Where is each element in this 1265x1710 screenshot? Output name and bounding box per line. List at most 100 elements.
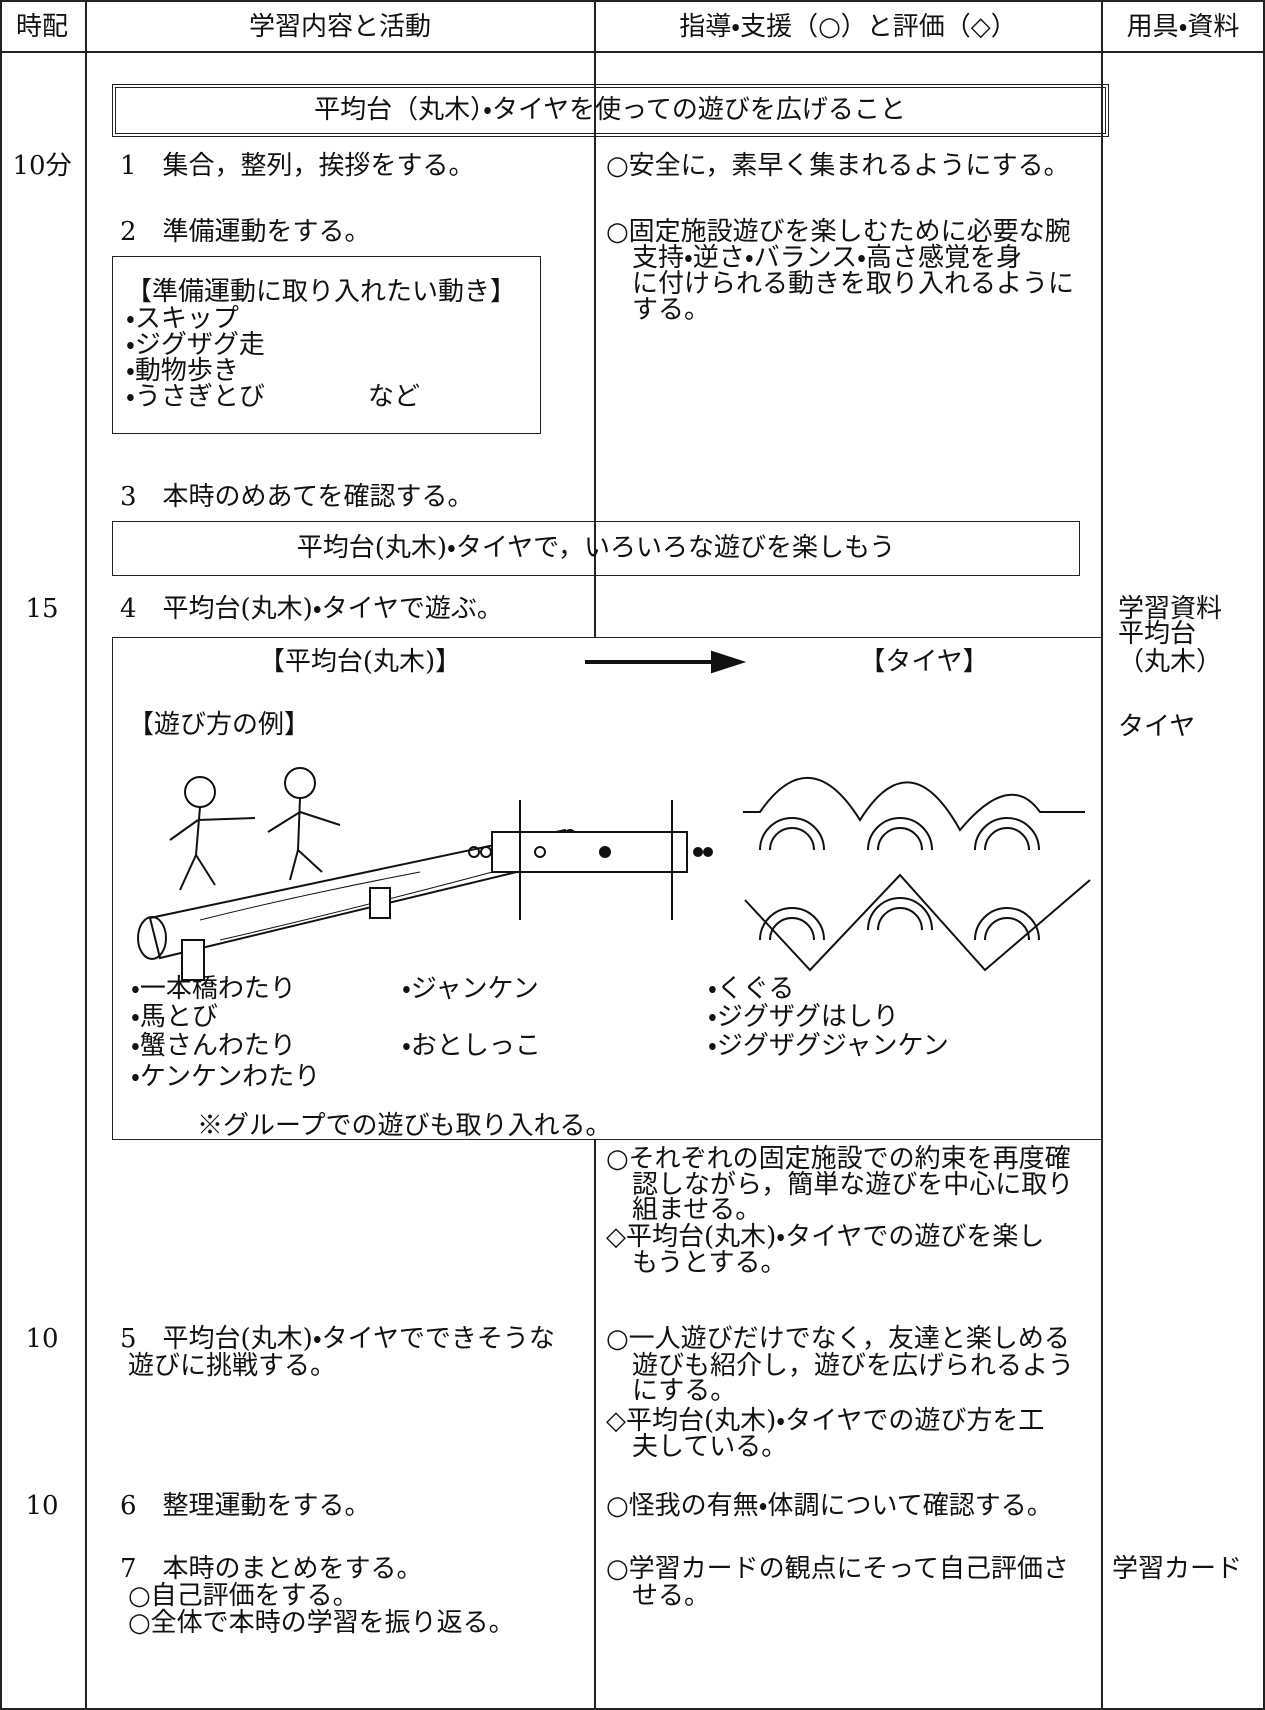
guidance: ○それぞれの固定施設での約束を再度確 <box>606 1144 1071 1174</box>
warmup-box <box>112 256 541 434</box>
guidance: にする。 <box>632 1376 737 1406</box>
drawing-stroke <box>284 767 316 799</box>
time: 10分 <box>12 151 72 181</box>
guidance: ○固定施設遊びを楽しむために必要な腕 <box>606 217 1071 247</box>
aim: 平均台(丸木)・タイヤで，いろいろな遊びを楽しもう <box>296 533 896 563</box>
guidance: に付けられる動きを取り入れるように <box>632 269 1075 299</box>
tire-diagram <box>743 776 1091 972</box>
guidance: もうとする。 <box>632 1248 787 1278</box>
rule <box>85 0 87 1710</box>
drawing-stroke <box>759 817 825 851</box>
arrow <box>585 650 747 674</box>
warmup-item: ・動物歩き <box>126 356 239 386</box>
drawing-stroke <box>867 817 933 851</box>
example-item: ・馬とび <box>131 1002 218 1032</box>
goal: 平均台（丸木）・タイヤを使っての遊びを広げること <box>314 95 906 125</box>
header-cell: 指導・支援（○）と評価（◇） <box>679 12 1017 42</box>
guidance: 遊びも紹介し，遊びを広げられるよう <box>632 1351 1075 1381</box>
guidance: ○一人遊びだけでなく，友達と楽しめる <box>606 1324 1070 1354</box>
example-item: ・ケンケンわたり <box>131 1062 321 1092</box>
rule <box>0 51 1265 53</box>
example-box <box>112 637 1103 1140</box>
guidance: ○学習カードの観点にそって自己評価さ <box>606 1554 1069 1584</box>
drawing-stroke <box>184 776 216 808</box>
drawing-stroke <box>491 831 688 873</box>
time: 10 <box>25 1324 59 1354</box>
drawing-stroke <box>711 650 747 674</box>
drawing-stroke <box>744 873 1091 972</box>
drawing-stroke <box>759 907 825 941</box>
drawing-stroke <box>867 897 933 931</box>
example-item: ・ジャンケン <box>402 974 539 1004</box>
guidance: する。 <box>632 295 711 325</box>
drawing-stroke <box>534 846 546 858</box>
drawing-stroke <box>703 847 713 857</box>
example-subtitle: 【遊び方の例】 <box>128 710 311 740</box>
guidance: 支持・逆さ・バランス・高さ感覚を身 <box>632 243 1023 273</box>
example-item: ・一本橋わたり <box>131 974 296 1004</box>
activity: ○全体で本時の学習を振り返る。 <box>128 1608 515 1638</box>
warmup-item: ・ジグザグ走 <box>126 330 265 360</box>
drawing-stroke <box>137 916 167 960</box>
warmup-item: ・うさぎとび <box>126 382 265 412</box>
material: 学習資料 <box>1118 594 1223 624</box>
guidance: ◇平均台(丸木)・タイヤでの遊びを楽し <box>606 1222 1045 1252</box>
guidance: 組ませる。 <box>632 1195 762 1225</box>
drawing-stroke <box>599 846 611 858</box>
material: タイヤ <box>1118 712 1196 742</box>
drawing-stroke <box>169 806 256 891</box>
example-title: 【平均台(丸木)】 <box>258 647 462 677</box>
drawing-stroke <box>267 797 341 881</box>
guidance: 認しながら，簡単な遊びを中心に取り <box>632 1170 1074 1200</box>
drawing-stroke <box>480 846 492 858</box>
drawing-stroke <box>743 776 1085 832</box>
material: 平均台 <box>1118 619 1197 649</box>
rule <box>594 1140 596 1710</box>
guidance: 夫している。 <box>632 1432 788 1462</box>
goal-box <box>112 84 1109 137</box>
activity: 5 平均台(丸木)・タイヤでできそうな <box>120 1324 555 1354</box>
activity: 6 整理運動をする。 <box>120 1491 371 1521</box>
beam-top-view <box>468 800 713 920</box>
drawing-stroke <box>369 887 391 919</box>
activity: 2 準備運動をする。 <box>120 217 371 247</box>
activity: 1 集合，整列，挨拶をする。 <box>120 151 475 181</box>
time: 15 <box>25 594 59 624</box>
log-illustration <box>137 767 579 981</box>
example-item: ・蟹さんわたり <box>131 1031 296 1061</box>
drawing-stroke <box>181 939 205 981</box>
warmup-item: ・スキップ <box>126 304 239 334</box>
activity: 4 平均台(丸木)・タイヤで遊ぶ。 <box>120 594 503 624</box>
example-item: ・くぐる <box>708 974 795 1004</box>
material: 学習カード <box>1112 1554 1243 1584</box>
example-item: ・おとしっこ <box>402 1031 541 1061</box>
example-item: ・ジグザグジャンケン <box>708 1031 949 1061</box>
warmup-title: 【準備運動に取り入れたい動き】 <box>126 277 517 307</box>
material: （丸木） <box>1118 647 1223 677</box>
activity: 3 本時のめあてを確認する。 <box>120 482 474 512</box>
guidance: ○怪我の有無・体調について確認する。 <box>606 1491 1053 1521</box>
guidance: ○安全に，素早く集まれるようにする。 <box>606 151 1070 181</box>
header-cell: 学習内容と活動 <box>248 12 432 42</box>
guidance: ◇平均台(丸木)・タイヤでの遊び方を工 <box>606 1406 1045 1436</box>
drawing-stroke <box>693 847 703 857</box>
example-note: ※グループでの遊びも取り入れる。 <box>197 1111 612 1141</box>
guidance: せる。 <box>632 1581 711 1611</box>
example-item: ・ジグザグはしり <box>708 1002 899 1032</box>
aim-box <box>112 521 1080 576</box>
drawing-stroke <box>468 846 480 858</box>
activity: 遊びに挑戦する。 <box>128 1351 337 1381</box>
rule <box>594 0 596 637</box>
header-cell: 用具・資料 <box>1126 12 1240 42</box>
header-cell: 時配 <box>15 12 69 42</box>
activity: 7 本時のまとめをする。 <box>120 1554 423 1584</box>
time: 10 <box>25 1491 59 1521</box>
drawing-stroke <box>199 869 501 941</box>
example-title: 【タイヤ】 <box>859 647 989 677</box>
activity: ○自己評価をする。 <box>128 1581 359 1611</box>
drawing-stroke <box>974 907 1040 941</box>
drawing-stroke <box>974 817 1040 851</box>
